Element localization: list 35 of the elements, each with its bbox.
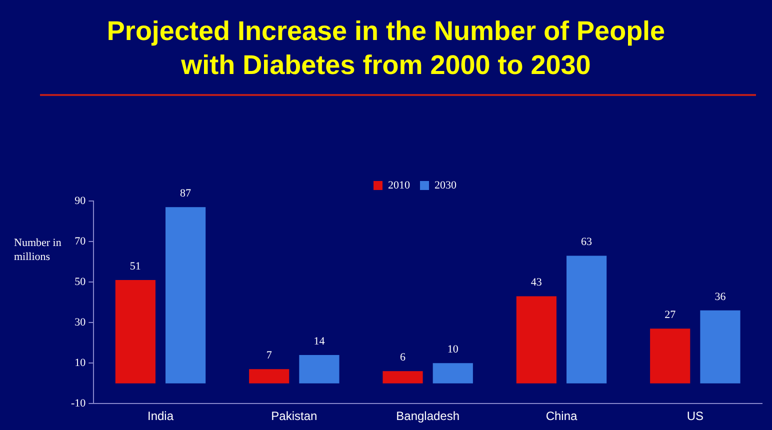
x-tick-label: China (546, 409, 578, 424)
y-axis-title: Number in millions (14, 236, 62, 264)
bar (650, 328, 690, 384)
data-label: 63 (581, 236, 593, 248)
bar (115, 280, 156, 384)
x-tick-label: India (147, 409, 174, 424)
data-label: 14 (314, 335, 326, 348)
x-tick-label: US (686, 409, 704, 424)
chart-title: Projected Increase in the Number of People with Diabetes from 2000 to 2030 (106, 15, 666, 82)
bar (700, 310, 740, 384)
data-label: 51 (130, 260, 141, 272)
data-label: 10 (447, 343, 459, 356)
y-tick-label: 70 (74, 235, 86, 248)
data-label: 43 (530, 276, 542, 289)
bar (249, 369, 290, 384)
bar (166, 207, 206, 384)
y-tick-label: 10 (74, 356, 86, 369)
data-label: 6 (400, 352, 406, 364)
bar (566, 256, 607, 384)
legend-label: 2030 (434, 179, 457, 192)
data-label: 36 (714, 290, 726, 303)
y-tick-label: 30 (74, 316, 86, 328)
y-tick-label: 50 (74, 276, 86, 288)
data-label: 87 (180, 187, 192, 200)
legend-label: 2010 (388, 179, 410, 192)
data-label: 7 (266, 350, 272, 362)
y-tick-label: -10 (70, 397, 86, 410)
bar (516, 296, 556, 384)
x-tick-label: Bangladesh (396, 409, 460, 424)
y-tick-label: 90 (74, 194, 86, 207)
x-tick-label: Pakistan (271, 409, 318, 424)
bar (432, 363, 473, 384)
bar (299, 354, 340, 384)
data-label: 27 (664, 309, 676, 322)
bar (382, 371, 423, 384)
